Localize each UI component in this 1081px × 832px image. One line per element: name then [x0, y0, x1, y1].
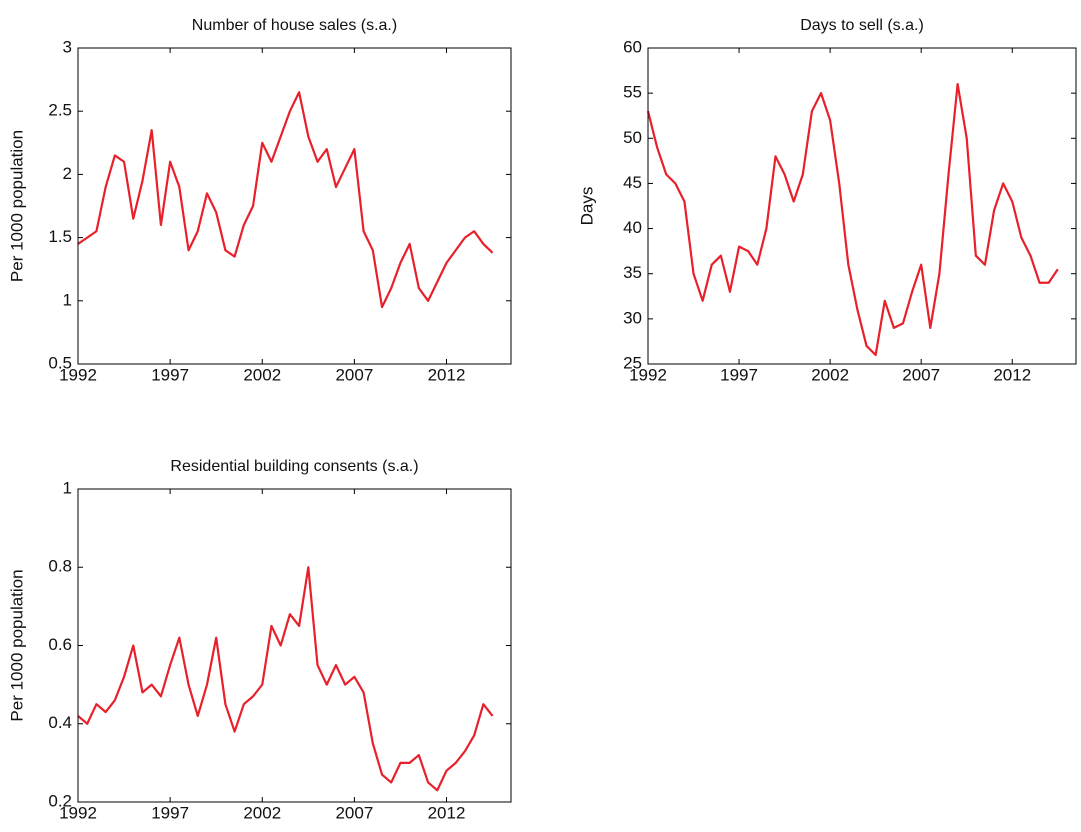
x-tick-label: 2012 [428, 803, 466, 822]
x-tick-label: 1997 [720, 365, 758, 384]
chart-title: Number of house sales (s.a.) [192, 17, 397, 34]
y-tick-label: 0.2 [48, 791, 72, 810]
y-tick-label: 2.5 [48, 101, 72, 120]
y-tick-label: 55 [623, 83, 642, 102]
y-axis-label: Days [577, 187, 596, 226]
y-tick-label: 0.4 [48, 713, 72, 732]
chart-title: Days to sell (s.a.) [800, 17, 924, 34]
y-axis-label: Per 1000 population [7, 130, 26, 282]
x-tick-label: 1992 [629, 365, 667, 384]
x-tick-label: 2007 [335, 365, 373, 384]
y-tick-label: 0.6 [48, 635, 72, 654]
axes-box [77, 47, 512, 365]
x-tick-label: 1997 [151, 365, 189, 384]
y-tick-label: 40 [623, 218, 642, 237]
chart-title: Residential building consents (s.a.) [170, 458, 418, 475]
y-tick-label: 2 [63, 164, 72, 183]
x-tick-label: 2002 [243, 803, 281, 822]
y-tick-label: 35 [623, 263, 642, 282]
y-tick-label: 0.5 [48, 353, 72, 372]
y-tick-label: 0.8 [48, 557, 72, 576]
x-tick-label: 1997 [151, 803, 189, 822]
x-tick-label: 2012 [993, 365, 1031, 384]
y-tick-label: 50 [623, 128, 642, 147]
x-tick-label: 1992 [59, 803, 97, 822]
y-tick-label: 60 [623, 37, 642, 56]
x-tick-label: 2012 [428, 365, 466, 384]
data-line [646, 83, 1059, 357]
y-tick-label: 1.5 [48, 227, 72, 246]
x-tick-label: 2002 [811, 365, 849, 384]
data-line [77, 566, 494, 792]
axes-box [647, 47, 1077, 365]
x-tick-label: 1992 [59, 365, 97, 384]
axes-box [77, 488, 512, 803]
y-tick-label: 25 [623, 353, 642, 372]
y-tick-label: 30 [623, 308, 642, 327]
data-line [77, 91, 494, 309]
x-tick-label: 2007 [902, 365, 940, 384]
y-tick-label: 3 [63, 37, 72, 56]
y-tick-label: 1 [63, 290, 72, 309]
y-tick-label: 1 [63, 478, 72, 497]
x-tick-label: 2002 [243, 365, 281, 384]
y-axis-label: Per 1000 population [7, 569, 26, 721]
x-tick-label: 2007 [335, 803, 373, 822]
y-tick-label: 45 [623, 173, 642, 192]
